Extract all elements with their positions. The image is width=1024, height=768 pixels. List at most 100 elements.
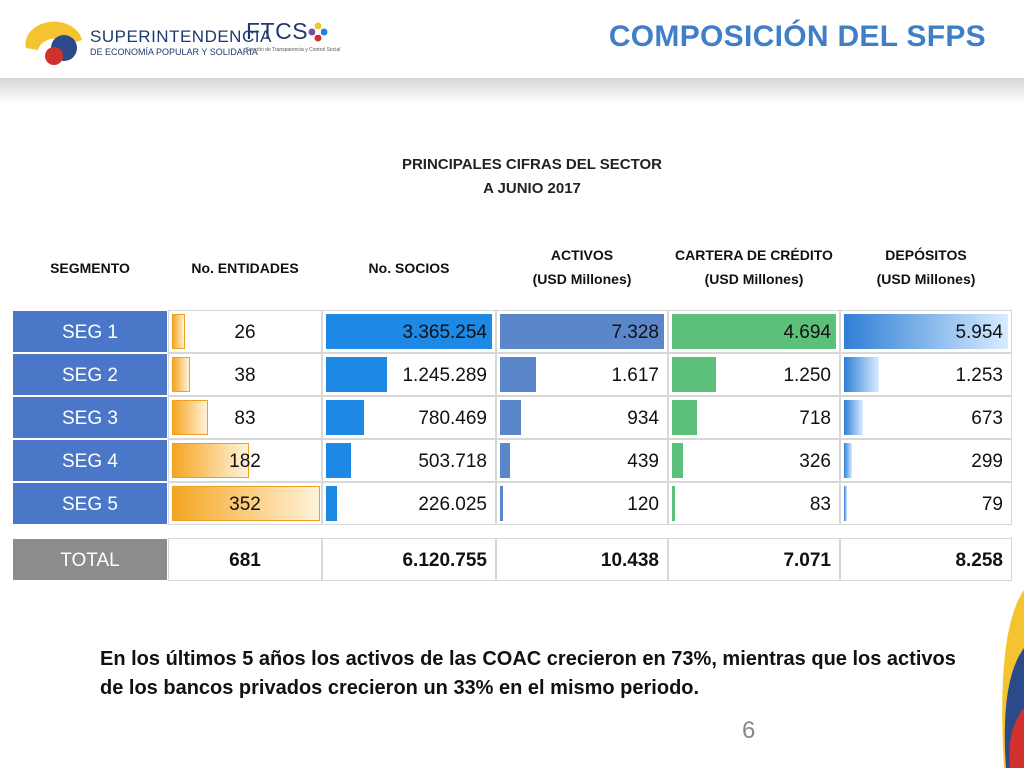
cell-depositos: 79	[840, 482, 1012, 525]
ftcs-text: FTCS	[246, 18, 309, 44]
flag-decoration-icon	[1002, 590, 1024, 768]
total-value-depositos: 8.258	[955, 550, 1003, 571]
table-date: A JUNIO 2017	[483, 180, 581, 197]
page-number: 6	[742, 717, 756, 744]
data-bar-entidades	[172, 443, 249, 478]
ftcs-subtitle: Función de Transparencia y Control Socia…	[246, 47, 341, 53]
value-entidades: 352	[229, 494, 261, 515]
value-entidades: 182	[229, 451, 261, 472]
col-header-depositos: DEPÓSITOS (USD Millones)	[840, 243, 1012, 291]
data-bar-entidades	[172, 357, 190, 392]
value-activos: 439	[627, 451, 659, 472]
cell-entidades: 182	[168, 439, 322, 482]
data-bar-activos	[500, 314, 664, 349]
data-bar-socios	[326, 314, 492, 349]
value-depositos: 299	[971, 451, 1003, 472]
value-activos: 934	[627, 408, 659, 429]
value-entidades: 38	[234, 365, 256, 386]
col-header-socios: No. SOCIOS	[368, 260, 450, 276]
cell-socios: 780.469	[322, 396, 496, 439]
data-bar-cartera	[672, 314, 836, 349]
value-socios: 226.025	[418, 494, 487, 515]
value-depositos: 1.253	[955, 365, 1003, 386]
data-bar-cartera	[672, 443, 683, 478]
data-bar-activos	[500, 357, 536, 392]
total-value-activos: 10.438	[600, 550, 659, 571]
cell-cartera: 326	[668, 439, 840, 482]
logo-line-2: DE ECONOMÍA POPULAR Y SOLIDARIA	[90, 47, 258, 57]
data-bar-depositos	[844, 314, 1008, 349]
data-bar-socios	[326, 486, 337, 521]
value-cartera: 326	[799, 451, 831, 472]
data-bar-depositos	[844, 486, 847, 521]
cell-cartera: 1.250	[668, 353, 840, 396]
data-bar-socios	[326, 443, 351, 478]
cell-entidades: 26	[168, 310, 322, 353]
segment-text: SEG 4	[62, 451, 118, 472]
cell-socios: 226.025	[322, 482, 496, 525]
segment-label: SEG 2	[12, 353, 168, 396]
value-depositos: 673	[971, 408, 1003, 429]
ftcs-flower-icon	[308, 22, 328, 42]
data-bar-activos	[500, 400, 521, 435]
cell-depositos: 5.954	[840, 310, 1012, 353]
total-cartera: 7.071	[668, 538, 840, 581]
data-bar-cartera	[672, 357, 716, 392]
segment-text: SEG 2	[62, 365, 118, 386]
value-entidades: 83	[234, 408, 256, 429]
total-value-socios: 6.120.755	[402, 550, 487, 571]
value-activos: 120	[627, 494, 659, 515]
col-header-segmento: SEGMENTO	[50, 260, 130, 276]
total-value-cartera: 7.071	[783, 550, 831, 571]
value-depositos: 5.954	[955, 322, 1003, 343]
col-header-cartera: CARTERA DE CRÉDITO (USD Millones)	[668, 243, 840, 291]
cell-cartera: 4.694	[668, 310, 840, 353]
cell-depositos: 1.253	[840, 353, 1012, 396]
seps-emblem-icon	[25, 21, 82, 65]
cell-cartera: 83	[668, 482, 840, 525]
cell-activos: 7.328	[496, 310, 668, 353]
total-label: TOTAL	[12, 538, 168, 581]
total-socios: 6.120.755	[322, 538, 496, 581]
data-bar-activos	[500, 443, 510, 478]
slide-header: SUPERINTENDENCIA DE ECONOMÍA POPULAR Y S…	[0, 0, 1024, 80]
logo-line-1: SUPERINTENDENCIA	[90, 27, 272, 46]
value-entidades: 26	[234, 322, 256, 343]
segment-text: SEG 3	[62, 408, 118, 429]
segment-label: SEG 1	[12, 310, 168, 353]
data-bar-depositos	[844, 357, 879, 392]
value-socios: 3.365.254	[402, 322, 487, 343]
value-activos: 7.328	[611, 322, 659, 343]
col-header-activos: ACTIVOS (USD Millones)	[496, 243, 668, 291]
col-header-activos-line2: (USD Millones)	[532, 271, 632, 287]
total-text: TOTAL	[60, 550, 120, 571]
segment-text: SEG 1	[62, 322, 118, 343]
value-depositos: 79	[981, 494, 1003, 515]
total-activos: 10.438	[496, 538, 668, 581]
data-bar-cartera	[672, 400, 697, 435]
cell-socios: 1.245.289	[322, 353, 496, 396]
data-bar-depositos	[844, 400, 863, 435]
col-header-cartera-line1: CARTERA DE CRÉDITO	[675, 247, 833, 263]
data-bar-depositos	[844, 443, 852, 478]
value-cartera: 1.250	[783, 365, 831, 386]
data-bar-socios	[326, 400, 364, 435]
segment-label: SEG 5	[12, 482, 168, 525]
header-shadow	[0, 78, 1024, 104]
col-header-activos-line1: ACTIVOS	[550, 247, 614, 263]
data-bar-entidades	[172, 486, 320, 521]
cell-entidades: 38	[168, 353, 322, 396]
cell-activos: 1.617	[496, 353, 668, 396]
total-value-entidades: 681	[229, 550, 261, 571]
value-activos: 1.617	[611, 365, 659, 386]
segment-text: SEG 5	[62, 494, 118, 515]
value-cartera: 83	[809, 494, 831, 515]
cell-depositos: 673	[840, 396, 1012, 439]
col-header-depositos-line1: DEPÓSITOS	[885, 247, 967, 263]
col-header-depositos-line2: (USD Millones)	[876, 271, 976, 287]
ftcs-logo: FTCS Función de Transparencia y Control …	[246, 18, 341, 58]
value-cartera: 4.694	[783, 322, 831, 343]
cell-activos: 120	[496, 482, 668, 525]
table-title: PRINCIPALES CIFRAS DEL SECTOR	[401, 156, 663, 173]
col-header-cartera-line2: (USD Millones)	[704, 271, 804, 287]
